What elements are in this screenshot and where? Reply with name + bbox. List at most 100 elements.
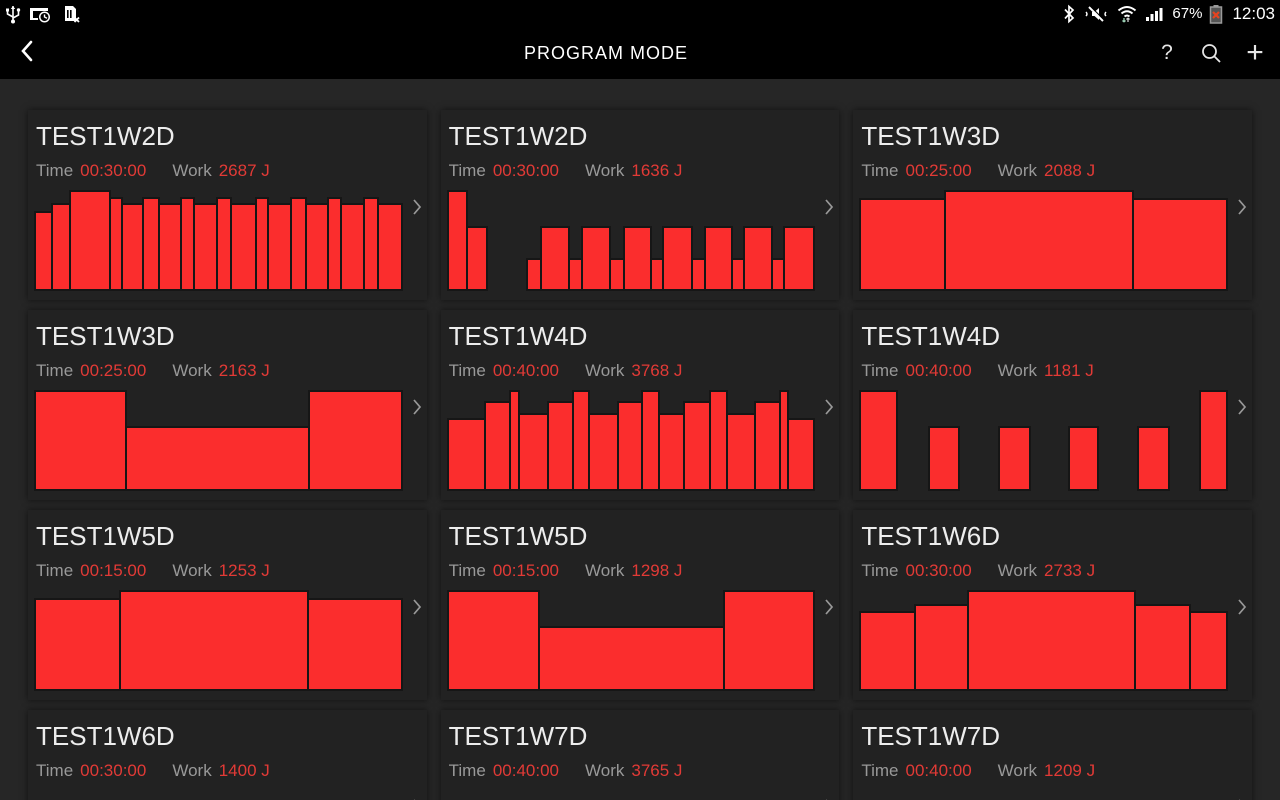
card-title: TEST1W3D xyxy=(861,122,1001,151)
program-card[interactable]: TEST1W5D Time 00:15:00 Work 1298 J xyxy=(440,510,840,700)
bar-chart xyxy=(34,390,403,491)
work-label: Work xyxy=(585,560,625,580)
back-button[interactable] xyxy=(14,34,39,73)
bar xyxy=(998,426,1031,491)
card-meta: Time 00:25:00 Work 2163 J xyxy=(36,361,421,381)
bar xyxy=(68,190,111,291)
card-title: TEST1W7D xyxy=(448,722,588,751)
bar xyxy=(446,190,469,291)
clock: 12:03 xyxy=(1232,3,1275,23)
work-label: Work xyxy=(585,760,625,780)
bar xyxy=(377,203,403,291)
action-bar-actions: ? + xyxy=(1152,38,1270,68)
action-bar: PROGRAM MODE ? + xyxy=(0,27,1280,79)
bar xyxy=(1137,426,1170,491)
work-label: Work xyxy=(172,160,212,180)
time-label: Time xyxy=(36,560,74,580)
work-value: 1181 J xyxy=(1044,360,1094,380)
bar xyxy=(1188,611,1228,691)
bar xyxy=(786,418,816,491)
bar xyxy=(1067,426,1100,491)
bar xyxy=(927,426,961,491)
battery-percent: 67% xyxy=(1172,5,1203,22)
time-value: 00:15:00 xyxy=(80,560,147,580)
program-card[interactable]: TEST1W4D Time 00:40:00 Work 3768 J xyxy=(440,310,840,500)
program-grid: TEST1W2D Time 00:30:00 Work 2687 J TEST1… xyxy=(28,110,1252,800)
card-meta: Time 00:40:00 Work 1181 J xyxy=(861,361,1246,381)
time-label: Time xyxy=(861,560,899,580)
bar xyxy=(34,598,121,691)
card-title: TEST1W5D xyxy=(448,522,588,551)
program-card[interactable]: TEST1W6D Time 00:30:00 Work 1400 J xyxy=(28,710,427,800)
chevron-right-icon xyxy=(412,198,422,221)
time-label: Time xyxy=(36,160,74,180)
work-label: Work xyxy=(172,560,212,580)
search-button[interactable] xyxy=(1196,38,1226,68)
no-sim-icon xyxy=(59,4,81,24)
bar xyxy=(230,203,257,291)
card-title: TEST1W3D xyxy=(36,322,175,351)
card-meta: Time 00:30:00 Work 1400 J xyxy=(36,761,421,781)
bar xyxy=(547,401,575,491)
bar xyxy=(622,226,652,291)
work-value: 1636 J xyxy=(631,160,683,180)
bar xyxy=(124,426,310,491)
bar xyxy=(1198,390,1228,491)
bar xyxy=(446,418,486,491)
work-value: 1209 J xyxy=(1044,760,1096,780)
bar xyxy=(118,590,309,691)
work-value: 2163 J xyxy=(218,360,270,380)
card-title: TEST1W4D xyxy=(448,322,588,351)
card-title: TEST1W7D xyxy=(861,722,1001,751)
time-label: Time xyxy=(448,360,486,380)
program-card[interactable]: TEST1W3D Time 00:25:00 Work 2163 J xyxy=(28,310,427,500)
program-card[interactable]: TEST1W2D Time 00:30:00 Work 1636 J xyxy=(440,110,840,300)
card-meta: Time 00:40:00 Work 1209 J xyxy=(861,761,1246,781)
card-meta: Time 00:30:00 Work 1636 J xyxy=(449,161,834,181)
bar-chart xyxy=(34,190,403,291)
bar xyxy=(517,413,550,491)
program-card[interactable]: TEST1W4D Time 00:40:00 Work 1181 J xyxy=(853,310,1252,500)
work-label: Work xyxy=(997,760,1038,780)
bluetooth-icon xyxy=(1062,4,1076,24)
chevron-right-icon xyxy=(824,398,834,421)
status-bar: 67% 12:03 xyxy=(0,0,1280,27)
bar xyxy=(193,203,218,291)
bar xyxy=(722,590,816,691)
page-title: PROGRAM MODE xyxy=(523,42,689,63)
program-card[interactable]: TEST1W3D Time 00:25:00 Work 2088 J xyxy=(853,110,1252,300)
program-card[interactable]: TEST1W7D Time 00:40:00 Work 3765 J xyxy=(440,710,840,800)
bar xyxy=(703,226,733,291)
time-value: 00:40:00 xyxy=(905,760,972,780)
program-card[interactable]: TEST1W2D Time 00:30:00 Work 2687 J xyxy=(28,110,427,300)
program-card[interactable]: TEST1W6D Time 00:30:00 Work 2733 J xyxy=(853,510,1252,700)
bar xyxy=(913,604,970,691)
time-value: 00:40:00 xyxy=(905,360,972,380)
chevron-right-icon xyxy=(824,598,834,621)
time-value: 00:15:00 xyxy=(492,560,559,580)
card-meta: Time 00:15:00 Work 1253 J xyxy=(36,561,421,581)
time-value: 00:30:00 xyxy=(80,160,147,180)
card-title: TEST1W2D xyxy=(448,122,588,151)
bar xyxy=(754,401,782,491)
bar-chart xyxy=(446,590,816,691)
wifi-icon xyxy=(1116,4,1138,24)
add-button[interactable]: + xyxy=(1246,36,1264,69)
program-card[interactable]: TEST1W5D Time 00:15:00 Work 1253 J xyxy=(28,510,427,700)
bar xyxy=(34,390,127,491)
card-title: TEST1W5D xyxy=(36,522,175,551)
time-label: Time xyxy=(36,360,74,380)
battery-error-icon xyxy=(1209,4,1223,24)
mute-vibrate-icon xyxy=(1083,4,1109,24)
work-label: Work xyxy=(997,160,1038,180)
bar xyxy=(662,226,694,291)
time-value: 00:40:00 xyxy=(492,360,559,380)
help-button[interactable]: ? xyxy=(1161,41,1173,64)
time-value: 00:25:00 xyxy=(905,160,972,180)
program-card[interactable]: TEST1W7D Time 00:40:00 Work 1209 J xyxy=(853,710,1252,800)
bar xyxy=(742,226,773,291)
bar xyxy=(783,226,816,291)
work-value: 2733 J xyxy=(1044,560,1096,580)
chevron-right-icon xyxy=(412,598,422,621)
work-label: Work xyxy=(585,160,625,180)
